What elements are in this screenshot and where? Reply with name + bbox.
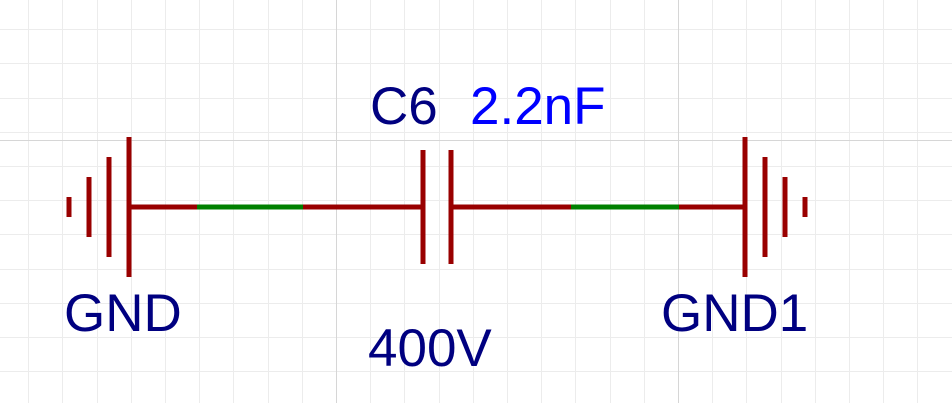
ground-right-symbol[interactable]	[742, 137, 808, 277]
ground-left-symbol[interactable]	[66, 137, 132, 277]
capacitor-voltage[interactable]: 400V	[368, 319, 492, 378]
net-label-gnd1[interactable]: GND1	[661, 284, 808, 343]
capacitor-value[interactable]: 2.2nF	[470, 77, 606, 136]
capacitor-designator[interactable]: C6	[370, 77, 438, 136]
capacitor-c6[interactable]	[420, 150, 454, 264]
net-label-gnd[interactable]: GND	[64, 284, 182, 343]
